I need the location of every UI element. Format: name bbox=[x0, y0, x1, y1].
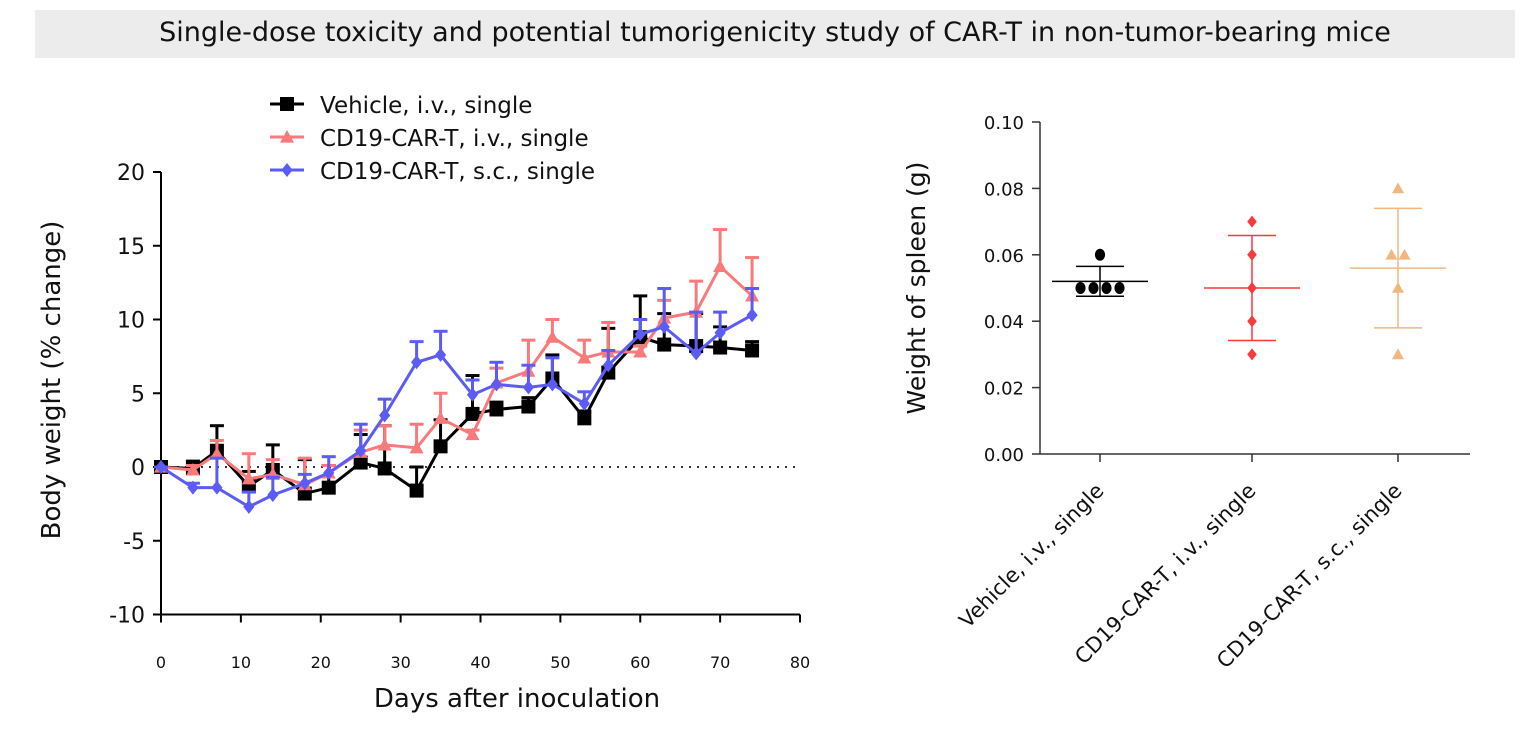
series-line-cd19-car-t-s-c-single bbox=[160, 313, 753, 509]
spleen-data-point bbox=[1247, 315, 1257, 328]
data-point-vehicle-i-v-single bbox=[409, 483, 424, 498]
y-tick-label: -10 bbox=[109, 604, 145, 629]
spleen-data-point bbox=[1392, 348, 1404, 360]
spleen-data-point bbox=[1114, 282, 1125, 294]
legend-label-vehicle-i-v-single: Vehicle, i.v., single bbox=[320, 93, 532, 119]
data-point-cd19-car-t-i-v-single bbox=[241, 471, 256, 485]
data-point-cd19-car-t-s-c-single bbox=[187, 480, 199, 495]
data-point-vehicle-i-v-single bbox=[377, 461, 392, 476]
y-tick-label-right: 0.00 bbox=[984, 445, 1024, 466]
data-point-cd19-car-t-s-c-single bbox=[299, 476, 311, 491]
x-tick-label: 60 bbox=[630, 653, 650, 672]
data-point-cd19-car-t-s-c-single bbox=[546, 377, 558, 392]
data-point-cd19-car-t-s-c-single bbox=[578, 396, 590, 411]
data-point-cd19-car-t-i-v-single bbox=[209, 446, 224, 460]
data-point-cd19-car-t-s-c-single bbox=[211, 480, 223, 495]
y-tick-label: 15 bbox=[117, 235, 145, 260]
data-point-vehicle-i-v-single bbox=[713, 340, 728, 355]
y-tick-label: 20 bbox=[117, 161, 145, 186]
spleen-data-point bbox=[1247, 282, 1257, 294]
data-point-cd19-car-t-i-v-single bbox=[377, 437, 392, 451]
data-point-cd19-car-t-s-c-single bbox=[243, 499, 255, 514]
data-point-vehicle-i-v-single bbox=[489, 402, 504, 417]
data-point-cd19-car-t-s-c-single bbox=[323, 465, 335, 480]
figure-title: Single-dose toxicity and potential tumor… bbox=[35, 10, 1515, 58]
spleen-data-point bbox=[1094, 248, 1106, 261]
data-point-cd19-car-t-s-c-single bbox=[690, 346, 702, 361]
legend-label-cd19-car-t-s-c-single: CD19-CAR-T, s.c., single bbox=[320, 159, 595, 185]
data-point-vehicle-i-v-single bbox=[745, 343, 760, 358]
data-point-cd19-car-t-s-c-single bbox=[267, 488, 279, 503]
x-axis-label: Days after inoculation bbox=[374, 684, 660, 714]
data-point-cd19-car-t-s-c-single bbox=[602, 358, 614, 373]
y-tick-label: 10 bbox=[117, 309, 145, 334]
spleen-data-point bbox=[1247, 215, 1257, 228]
x-tick-label: 70 bbox=[710, 653, 730, 672]
data-point-cd19-car-t-s-c-single bbox=[522, 380, 535, 395]
series-line-cd19-car-t-i-v-single bbox=[160, 263, 754, 487]
spleen-data-point bbox=[1398, 248, 1411, 260]
data-point-cd19-car-t-s-c-single bbox=[355, 443, 367, 458]
x-tick-label: 10 bbox=[231, 653, 251, 672]
spleen-data-point bbox=[1088, 282, 1099, 294]
spleen-data-point bbox=[1392, 182, 1404, 194]
spleen-data-point bbox=[1247, 248, 1257, 261]
data-point-cd19-car-t-s-c-single bbox=[634, 327, 646, 342]
data-point-cd19-car-t-i-v-single bbox=[713, 259, 728, 272]
spleen-data-point bbox=[1101, 282, 1112, 294]
data-point-cd19-car-t-i-v-single bbox=[465, 427, 480, 441]
data-point-cd19-car-t-s-c-single bbox=[466, 387, 479, 402]
data-point-cd19-car-t-s-c-single bbox=[714, 325, 726, 340]
data-point-cd19-car-t-s-c-single bbox=[658, 319, 670, 334]
x-tick-label: 0 bbox=[156, 653, 166, 672]
data-point-cd19-car-t-s-c-single bbox=[155, 460, 167, 474]
data-point-vehicle-i-v-single bbox=[521, 399, 536, 414]
y-tick-label-right: 0.10 bbox=[984, 113, 1024, 134]
legend-label-cd19-car-t-i-v-single: CD19-CAR-T, i.v., single bbox=[320, 126, 589, 152]
data-point-vehicle-i-v-single bbox=[433, 439, 448, 454]
y-axis-label: Body weight (% change) bbox=[37, 221, 67, 540]
data-point-cd19-car-t-s-c-single bbox=[379, 408, 391, 423]
y-tick-label-right: 0.04 bbox=[984, 312, 1024, 333]
y-axis-label-right: Weight of spleen (g) bbox=[902, 162, 931, 415]
data-point-cd19-car-t-s-c-single bbox=[411, 355, 423, 370]
x-tick-label: 40 bbox=[470, 653, 490, 672]
x-tick-label: 30 bbox=[390, 653, 410, 672]
data-point-vehicle-i-v-single bbox=[577, 411, 592, 426]
legend-marker-cd19-car-t-s-c-single bbox=[281, 163, 293, 177]
x-tick-label: 20 bbox=[311, 653, 331, 672]
spleen-data-point bbox=[1385, 248, 1398, 260]
y-tick-label-right: 0.02 bbox=[984, 379, 1024, 400]
data-point-vehicle-i-v-single bbox=[353, 455, 368, 470]
y-tick-label: 0 bbox=[131, 456, 145, 481]
data-point-cd19-car-t-i-v-single bbox=[633, 344, 648, 358]
y-tick-label: -5 bbox=[123, 530, 145, 555]
data-point-vehicle-i-v-single bbox=[465, 406, 480, 421]
category-label: Vehicle, i.v., single bbox=[954, 479, 1108, 633]
data-point-vehicle-i-v-single bbox=[657, 337, 672, 352]
legend-marker-cd19-car-t-i-v-single bbox=[280, 130, 294, 143]
x-tick-label: 50 bbox=[550, 653, 570, 672]
data-point-cd19-car-t-s-c-single bbox=[746, 308, 758, 323]
spleen-data-point bbox=[1392, 282, 1404, 293]
data-point-cd19-car-t-i-v-single bbox=[577, 350, 592, 364]
data-point-cd19-car-t-i-v-single bbox=[409, 440, 424, 454]
data-point-cd19-car-t-s-c-single bbox=[434, 347, 447, 362]
x-tick-label: 80 bbox=[790, 653, 810, 672]
data-point-cd19-car-t-i-v-single bbox=[185, 462, 200, 476]
data-point-cd19-car-t-s-c-single bbox=[490, 377, 503, 392]
spleen-data-point bbox=[1075, 282, 1086, 294]
data-point-vehicle-i-v-single bbox=[321, 480, 336, 495]
data-point-cd19-car-t-i-v-single bbox=[545, 330, 560, 343]
data-point-cd19-car-t-i-v-single bbox=[433, 411, 448, 424]
y-tick-label-right: 0.06 bbox=[984, 246, 1024, 267]
spleen-data-point bbox=[1247, 348, 1257, 361]
y-tick-label: 5 bbox=[131, 382, 145, 407]
y-tick-label-right: 0.08 bbox=[984, 179, 1024, 200]
legend-marker-vehicle-i-v-single bbox=[280, 97, 294, 111]
